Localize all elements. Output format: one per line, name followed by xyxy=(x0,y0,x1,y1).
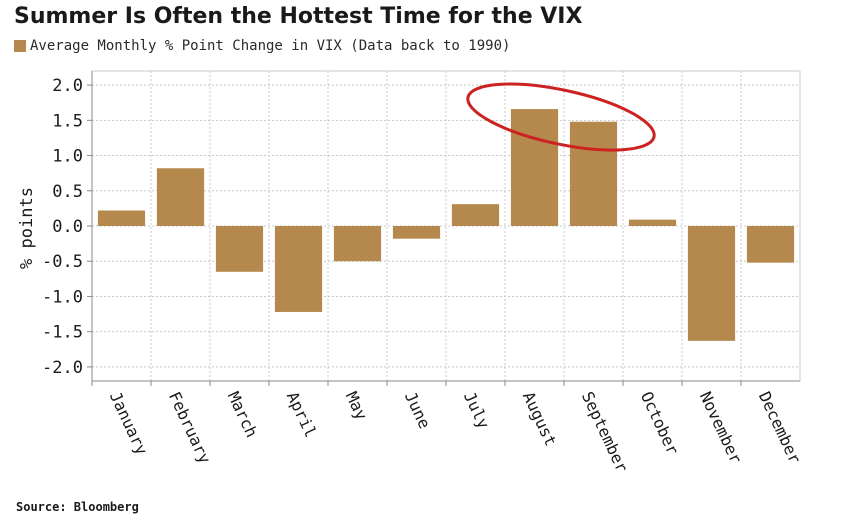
x-tick-label: June xyxy=(401,389,435,432)
bar-february xyxy=(156,168,205,226)
x-tick-label: February xyxy=(165,389,215,467)
highlight-ellipse xyxy=(466,82,656,152)
bar-may xyxy=(333,226,382,262)
x-tick-label: November xyxy=(696,389,746,467)
y-tick-label: 2.0 xyxy=(52,76,83,96)
x-tick-label: October xyxy=(637,389,683,458)
bar-october xyxy=(628,219,677,226)
bar-march xyxy=(215,226,264,272)
bar-april xyxy=(274,226,323,312)
y-axis-label: % points xyxy=(17,187,37,269)
legend-label: Average Monthly % Point Change in VIX (D… xyxy=(30,38,511,54)
legend-swatch xyxy=(14,40,26,52)
chart-title: Summer Is Often the Hottest Time for the… xyxy=(14,4,583,29)
annotation-layer xyxy=(466,82,656,152)
grid-layer xyxy=(91,70,801,382)
bars-layer xyxy=(97,109,795,341)
x-tick-label: April xyxy=(283,389,321,441)
bar-december xyxy=(746,226,795,263)
y-tick-label: -2.0 xyxy=(42,358,83,378)
y-tick-label: 1.0 xyxy=(52,147,83,167)
x-tick-label: September xyxy=(578,389,632,476)
bar-july xyxy=(451,204,500,226)
x-tick-label: May xyxy=(342,389,372,424)
x-tick-label: March xyxy=(224,389,262,441)
x-tick-label: January xyxy=(106,389,152,458)
bar-august xyxy=(510,109,559,226)
x-tick-label: July xyxy=(460,389,494,432)
legend: Average Monthly % Point Change in VIX (D… xyxy=(14,38,510,54)
y-tick-label: -1.5 xyxy=(42,323,83,343)
bar-january xyxy=(97,210,146,226)
x-tick-label: August xyxy=(519,389,561,449)
source-note: Source: Bloomberg xyxy=(16,500,139,514)
y-tick-label: 0.0 xyxy=(52,217,83,237)
x-tick-label: December xyxy=(755,389,805,467)
bar-june xyxy=(392,226,441,239)
bar-september xyxy=(569,121,618,226)
y-tick-label: 1.5 xyxy=(52,111,83,131)
bar-november xyxy=(687,226,736,341)
y-tick-label: 0.5 xyxy=(52,182,83,202)
y-tick-label: -0.5 xyxy=(42,252,83,272)
y-tick-label: -1.0 xyxy=(42,287,83,307)
